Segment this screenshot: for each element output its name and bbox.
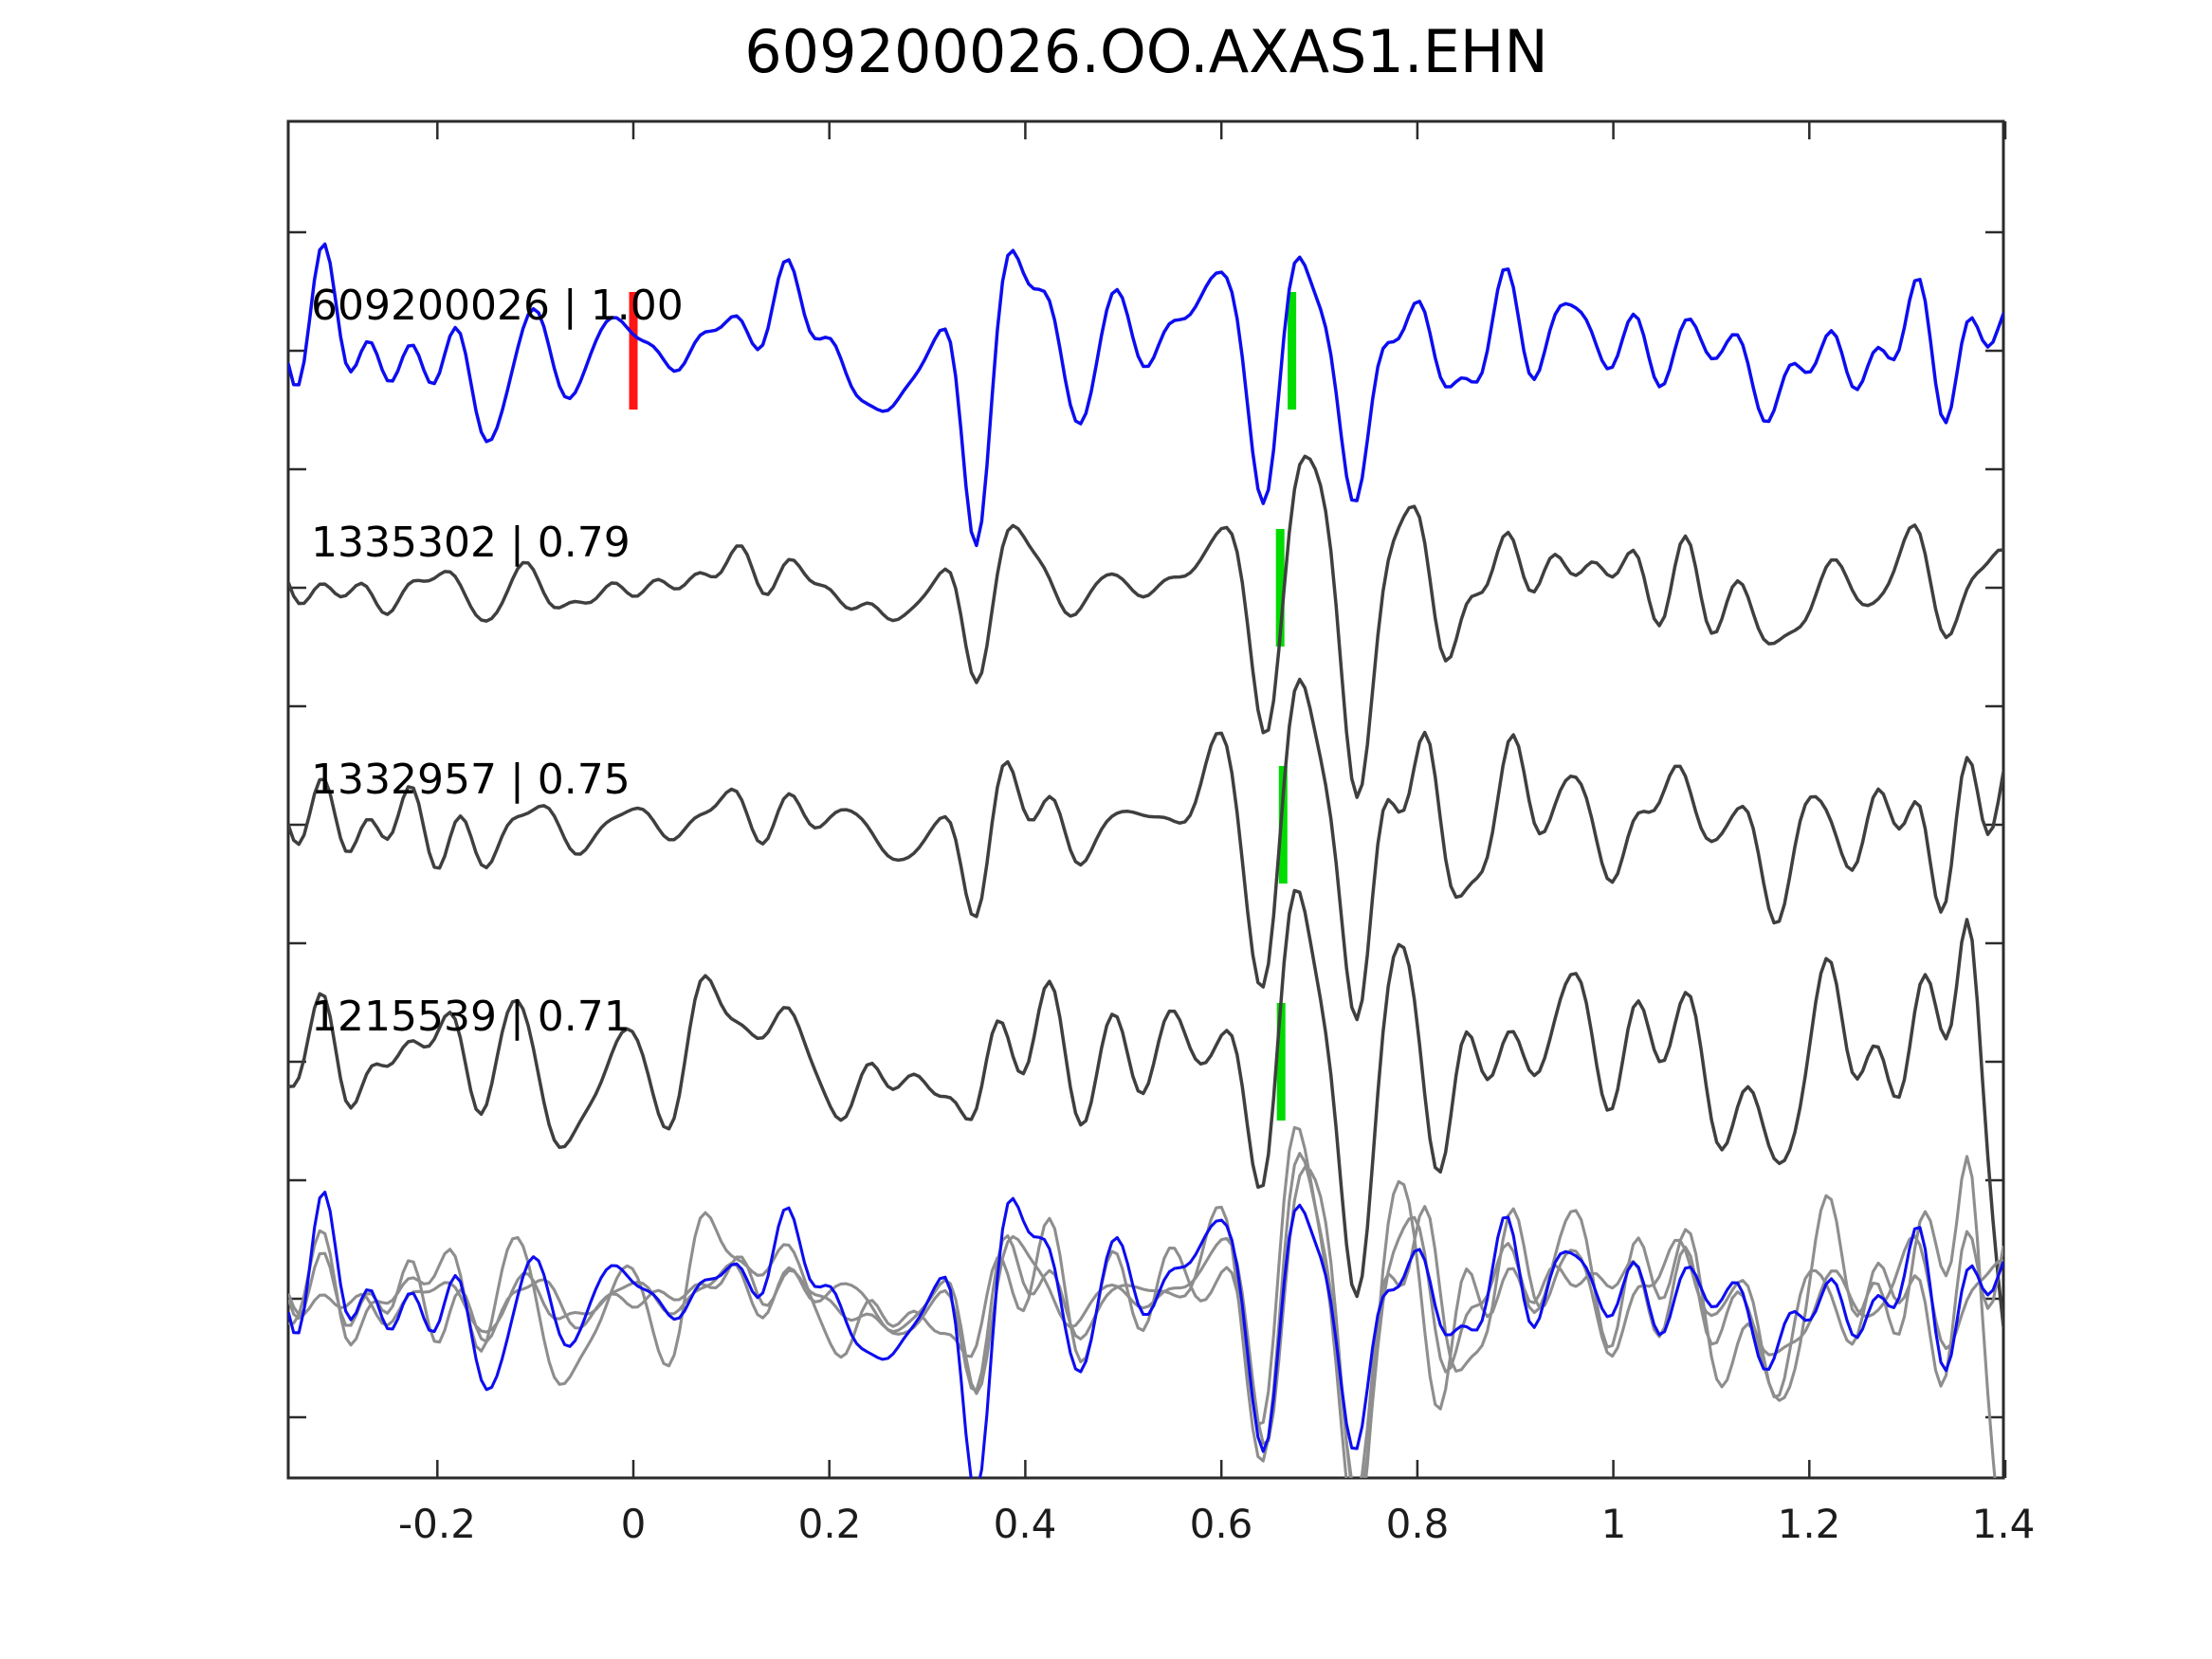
trace-path-1335302 xyxy=(288,454,2003,799)
x-tick-label: 1.2 xyxy=(1778,1501,1841,1547)
plot-title: 609200026.OO.AXAS1.EHN xyxy=(744,17,1548,86)
trace-label-detection-2: 1332957 | 0.75 xyxy=(311,756,631,804)
traces-layer xyxy=(288,242,2003,1478)
overlay-trace-609200026 xyxy=(288,1190,2003,1478)
pick-marker-green xyxy=(1275,529,1285,647)
pick-marker-red xyxy=(629,292,638,410)
pick-marker-green xyxy=(1278,766,1288,884)
x-tick-label: 0.8 xyxy=(1386,1501,1450,1547)
trace-label-detection-1: 1335302 | 0.79 xyxy=(311,519,631,567)
trace-path-1332957 xyxy=(288,677,2003,1022)
pick-marker-green xyxy=(1288,292,1297,410)
trace-label-template: 609200026 | 1.00 xyxy=(311,282,684,330)
x-tick-label: 0.4 xyxy=(994,1501,1057,1547)
x-tick-label: 0.2 xyxy=(798,1501,862,1547)
trace-label-detection-3: 1215539 | 0.71 xyxy=(311,993,631,1041)
overlay-trace-1335302 xyxy=(288,1165,2003,1478)
x-tick-label: 0 xyxy=(621,1501,647,1547)
x-tick-label: -0.2 xyxy=(398,1501,476,1547)
overlay-trace-1215539 xyxy=(288,1125,1997,1478)
overlay-trace-1332957 xyxy=(288,1152,2003,1478)
x-tick-label: 1 xyxy=(1601,1501,1627,1547)
chart-layer xyxy=(286,119,2007,1480)
trace-path-1215539 xyxy=(288,888,2003,1329)
plot-border xyxy=(286,119,2005,1480)
x-tick-label: 0.6 xyxy=(1190,1501,1253,1547)
pick-marker-green xyxy=(1276,1003,1286,1121)
trace-path-609200026 xyxy=(288,242,2003,548)
x-tick-label: 1.4 xyxy=(1972,1501,2036,1547)
